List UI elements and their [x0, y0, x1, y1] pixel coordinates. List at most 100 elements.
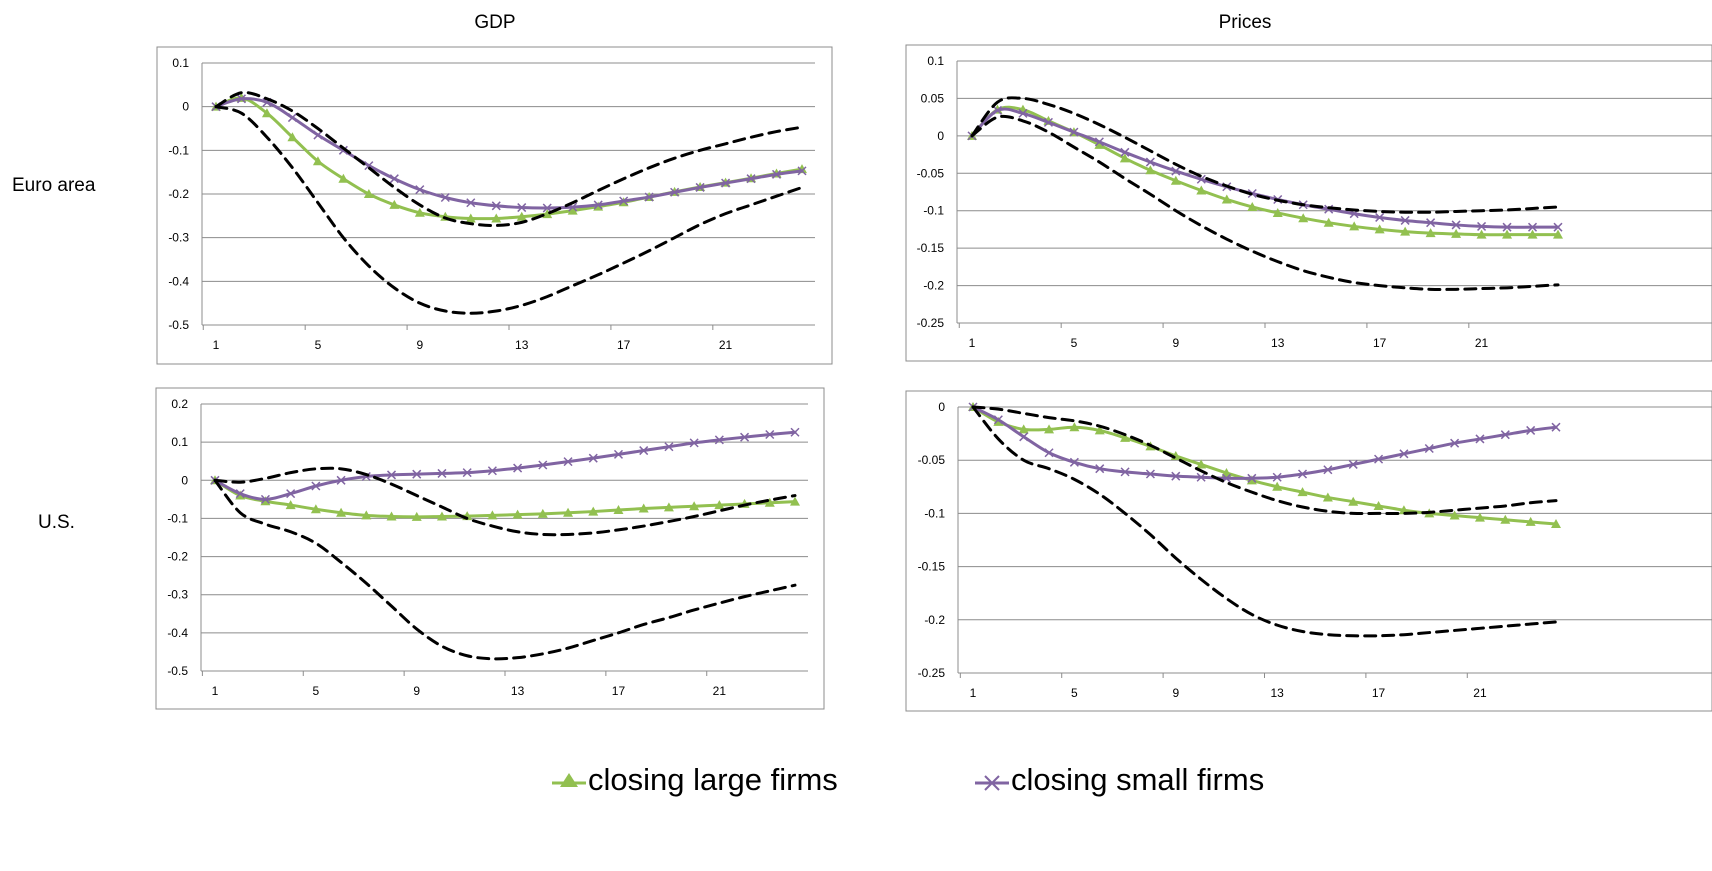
y-tick-label-us-gdp: -0.1 — [167, 511, 188, 525]
marker-large-euro-gdp — [389, 199, 400, 209]
marker-small-euro-prices — [1477, 221, 1487, 231]
marker-large-us-prices — [1551, 519, 1561, 529]
y-tick-label-euro-gdp: -0.4 — [168, 274, 189, 288]
marker-large-us-gdp — [386, 511, 397, 521]
marker-small-us-gdp — [714, 435, 724, 445]
marker-small-us-prices — [1069, 457, 1079, 467]
marker-large-us-gdp — [487, 510, 498, 520]
marker-large-us-gdp — [663, 502, 674, 512]
marker-small-euro-prices — [992, 105, 1003, 115]
marker-large-us-gdp — [361, 510, 372, 520]
marker-large-us-prices — [1297, 487, 1308, 497]
marker-small-us-prices — [1348, 459, 1358, 469]
marker-large-us-gdp — [714, 500, 725, 510]
y-tick-label-euro-gdp: -0.2 — [168, 187, 189, 201]
y-tick-label-euro-prices: -0.25 — [917, 316, 945, 330]
marker-small-euro-prices — [1018, 108, 1028, 118]
marker-small-euro-gdp — [746, 174, 756, 184]
x-tick-label-us-prices: 1 — [970, 686, 977, 700]
marker-small-us-gdp — [412, 469, 422, 479]
x-tick-label-us-prices: 5 — [1071, 686, 1078, 700]
frame-us-gdp — [155, 387, 825, 710]
marker-large-us-prices — [1069, 422, 1080, 432]
frame-euro-prices — [905, 44, 1712, 362]
marker-large-euro-gdp — [567, 205, 578, 215]
x-tick-label-euro-prices: 13 — [1271, 336, 1285, 350]
marker-large-us-gdp — [285, 500, 296, 510]
marker-small-us-gdp — [790, 427, 800, 437]
column-title-gdp: GDP — [474, 12, 516, 33]
marker-small-euro-prices — [1502, 222, 1512, 232]
marker-large-euro-gdp — [414, 207, 425, 217]
marker-large-us-gdp — [638, 503, 649, 513]
marker-large-euro-gdp — [363, 189, 374, 198]
x-tick-label-euro-prices: 9 — [1172, 336, 1179, 350]
marker-large-euro-prices — [1349, 221, 1360, 231]
marker-large-us-prices — [1120, 432, 1131, 442]
marker-small-euro-gdp — [517, 203, 527, 213]
marker-small-us-gdp — [765, 429, 775, 440]
x-tick-label-euro-gdp: 17 — [617, 338, 631, 352]
marker-small-us-gdp — [386, 470, 397, 480]
marker-small-us-gdp — [664, 442, 674, 452]
y-tick-label-euro-prices: 0 — [937, 129, 944, 143]
marker-small-euro-prices — [1426, 218, 1436, 228]
marker-large-euro-gdp — [261, 108, 272, 118]
x-tick-label-euro-gdp: 21 — [719, 338, 733, 352]
series-line-small-us-gdp — [213, 430, 797, 501]
marker-large-us-prices — [1018, 424, 1029, 434]
marker-small-us-prices — [1171, 471, 1181, 481]
marker-small-euro-gdp — [771, 169, 782, 179]
marker-small-us-prices — [1095, 464, 1105, 474]
x-tick-label-euro-prices: 1 — [969, 336, 976, 350]
marker-small-euro-gdp — [695, 182, 705, 192]
marker-large-euro-gdp — [287, 132, 298, 142]
x-tick-label-us-gdp: 13 — [511, 684, 525, 698]
y-tick-label-us-prices: 0 — [938, 400, 945, 414]
row-label-euro-area: Euro area — [12, 175, 96, 196]
series-line-lower-euro-prices — [970, 114, 1560, 291]
marker-small-us-gdp — [311, 481, 321, 491]
marker-large-euro-gdp — [516, 211, 527, 221]
marker-small-us-prices — [993, 415, 1003, 425]
marker-small-us-gdp — [588, 453, 598, 463]
x-tick-label-euro-prices: 21 — [1475, 336, 1489, 350]
legend-large-label: closing large firms — [588, 762, 838, 797]
marker-large-euro-prices — [1400, 226, 1411, 236]
legend-small-icon — [975, 775, 1009, 791]
marker-large-us-gdp — [790, 496, 800, 506]
y-tick-label-us-prices: -0.25 — [918, 666, 946, 680]
marker-large-us-prices — [1044, 424, 1055, 434]
y-tick-label-euro-gdp: 0.1 — [172, 56, 189, 70]
marker-small-euro-gdp — [287, 113, 297, 123]
marker-large-us-prices — [1196, 459, 1207, 469]
marker-small-euro-prices — [1375, 212, 1385, 222]
y-tick-label-us-prices: -0.1 — [924, 506, 945, 520]
legend-small-label: closing small firms — [1011, 762, 1265, 797]
marker-large-euro-prices — [1502, 229, 1513, 239]
marker-large-us-gdp — [310, 504, 321, 514]
y-tick-label-euro-gdp: -0.3 — [168, 231, 189, 245]
marker-large-euro-prices — [1272, 207, 1283, 217]
marker-small-us-gdp — [487, 466, 497, 476]
series-line-small-euro-gdp — [214, 97, 804, 210]
series-line-small-us-prices — [971, 405, 1558, 480]
marker-large-euro-prices — [1170, 175, 1181, 185]
marker-large-euro-gdp — [465, 213, 476, 223]
legend-large-icon — [552, 773, 586, 787]
x-tick-label-us-gdp: 1 — [212, 684, 219, 698]
marker-large-euro-prices — [1119, 153, 1130, 163]
series-line-lower-us-gdp — [213, 478, 797, 661]
marker-large-euro-prices — [1221, 194, 1232, 204]
series-line-large-us-prices — [971, 405, 1558, 526]
marker-large-us-gdp — [689, 501, 700, 511]
marker-small-euro-gdp — [236, 94, 247, 104]
marker-large-us-prices — [1246, 475, 1257, 485]
marker-small-us-gdp — [513, 463, 523, 473]
marker-small-us-gdp — [462, 468, 472, 478]
marker-small-us-gdp — [639, 446, 649, 456]
x-tick-label-euro-prices: 17 — [1373, 336, 1387, 350]
marker-small-euro-prices — [1120, 147, 1130, 157]
marker-small-euro-gdp — [670, 187, 680, 197]
marker-small-us-gdp — [538, 460, 548, 470]
